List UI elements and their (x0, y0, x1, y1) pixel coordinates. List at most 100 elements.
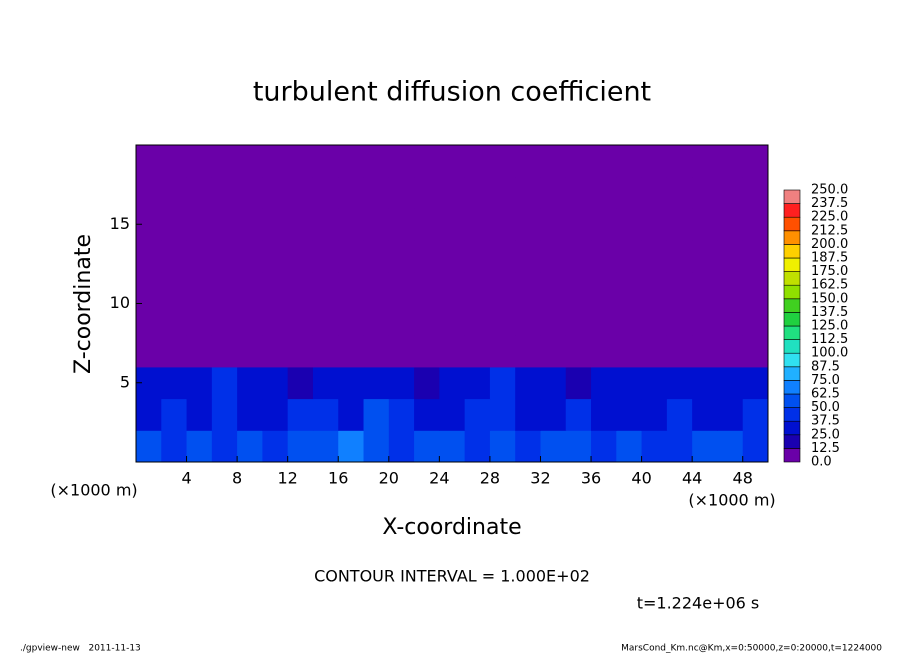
x-tick-label: 32 (530, 469, 550, 488)
heatmap-cell (211, 208, 238, 241)
heatmap-cell (211, 398, 238, 431)
heatmap-cell (237, 145, 263, 178)
heatmap-cell (489, 366, 516, 400)
heatmap-cell (641, 303, 668, 336)
heatmap-cell (742, 271, 769, 304)
heatmap-cell (591, 271, 617, 304)
heatmap-cell (666, 335, 693, 368)
heatmap-cell (287, 430, 314, 463)
heatmap-cell (136, 240, 162, 273)
heatmap-cell (262, 240, 289, 273)
heatmap-cell (489, 145, 516, 178)
x-tick-label: 8 (232, 469, 242, 488)
heatmap-cell (363, 240, 390, 273)
heatmap-cell (464, 208, 491, 241)
heatmap-cell (742, 366, 769, 400)
heatmap-cell (742, 303, 769, 336)
footer-left: ./gpview-new 2011-11-13 (20, 644, 141, 654)
heatmap-cell (363, 335, 390, 368)
heatmap-cell (641, 430, 668, 463)
x-tick-label: 20 (379, 469, 399, 488)
heatmap-cell (287, 303, 314, 336)
heatmap-cell (439, 145, 466, 178)
heatmap-cell (540, 176, 567, 209)
heatmap-cell (363, 145, 390, 178)
heatmap-cell (414, 208, 440, 241)
heatmap-cell (641, 271, 668, 304)
heatmap-cell (161, 271, 188, 304)
heatmap-cell (489, 208, 516, 241)
heatmap-cell (211, 176, 238, 209)
heatmap-cell (540, 303, 567, 336)
heatmap-cell (565, 176, 592, 209)
heatmap-cell (287, 335, 314, 368)
time-note: t=1.224e+06 s (637, 594, 760, 613)
heatmap-cell (211, 145, 238, 178)
heatmap-cell (363, 430, 390, 463)
heatmap-cell (666, 303, 693, 336)
y-axis-label: Z-coordinate (71, 234, 96, 374)
heatmap-cell (489, 240, 516, 273)
heatmap-cell (136, 176, 162, 209)
heatmap-cell (211, 240, 238, 273)
heatmap-cell (439, 240, 466, 273)
x-unit: (×1000 m) (688, 491, 775, 510)
heatmap-cell (414, 271, 440, 304)
heatmap-cell (287, 271, 314, 304)
heatmap-cell (616, 335, 643, 368)
heatmap-cell (161, 398, 188, 431)
heatmap-cell (692, 240, 718, 273)
heatmap-cell (464, 240, 491, 273)
colorbar-label: 62.5 (811, 387, 840, 402)
heatmap-cell (489, 335, 516, 368)
heatmap-cell (515, 303, 541, 336)
heatmap-cell (717, 176, 744, 209)
chart-title: turbulent diffusion coefficient (253, 77, 651, 108)
heatmap-cell (464, 335, 491, 368)
heatmap-cell (464, 176, 491, 209)
heatmap-cell (186, 366, 213, 400)
y-unit: (×1000 m) (50, 481, 137, 500)
heatmap-cell (616, 303, 643, 336)
heatmap-cell (161, 176, 188, 209)
colorbar-label: 37.5 (811, 414, 840, 429)
heatmap-cell (616, 398, 643, 431)
heatmap-cell (388, 271, 415, 304)
heatmap-cell (262, 430, 289, 463)
heatmap-cell (464, 398, 491, 431)
heatmap-cell (388, 208, 415, 241)
heatmap-cell (161, 366, 188, 400)
heatmap-cell (591, 335, 617, 368)
heatmap-cell (161, 240, 188, 273)
heatmap-cell (287, 145, 314, 178)
colorbar-label: 150.0 (811, 291, 848, 306)
x-tick-label: 40 (631, 469, 651, 488)
heatmap-cell (489, 398, 516, 431)
heatmap-cell (439, 430, 466, 463)
colorbar-swatch (783, 448, 801, 463)
heatmap-cell (692, 398, 718, 431)
heatmap-cell (540, 240, 567, 273)
heatmap-cell (237, 398, 263, 431)
y-tick-label: 10 (110, 293, 130, 312)
heatmap-cell (641, 398, 668, 431)
x-tick-label: 48 (733, 469, 753, 488)
heatmap-cell (161, 208, 188, 241)
colorbar-label: 12.5 (811, 441, 840, 456)
heatmap-cell (565, 303, 592, 336)
heatmap-cell (312, 366, 339, 400)
heatmap-cell (540, 145, 567, 178)
x-tick-label: 44 (682, 469, 702, 488)
heatmap-cell (717, 430, 744, 463)
heatmap-cell (616, 208, 643, 241)
colorbar-label: 137.5 (811, 305, 848, 320)
heatmap-cell (464, 145, 491, 178)
heatmap-cell (641, 176, 668, 209)
heatmap-cell (565, 240, 592, 273)
heatmap-cell (641, 208, 668, 241)
heatmap-cell (414, 398, 440, 431)
colorbar-label: 50.0 (811, 400, 840, 415)
heatmap-cell (186, 271, 213, 304)
heatmap-cell (540, 271, 567, 304)
heatmap-cell (136, 271, 162, 304)
